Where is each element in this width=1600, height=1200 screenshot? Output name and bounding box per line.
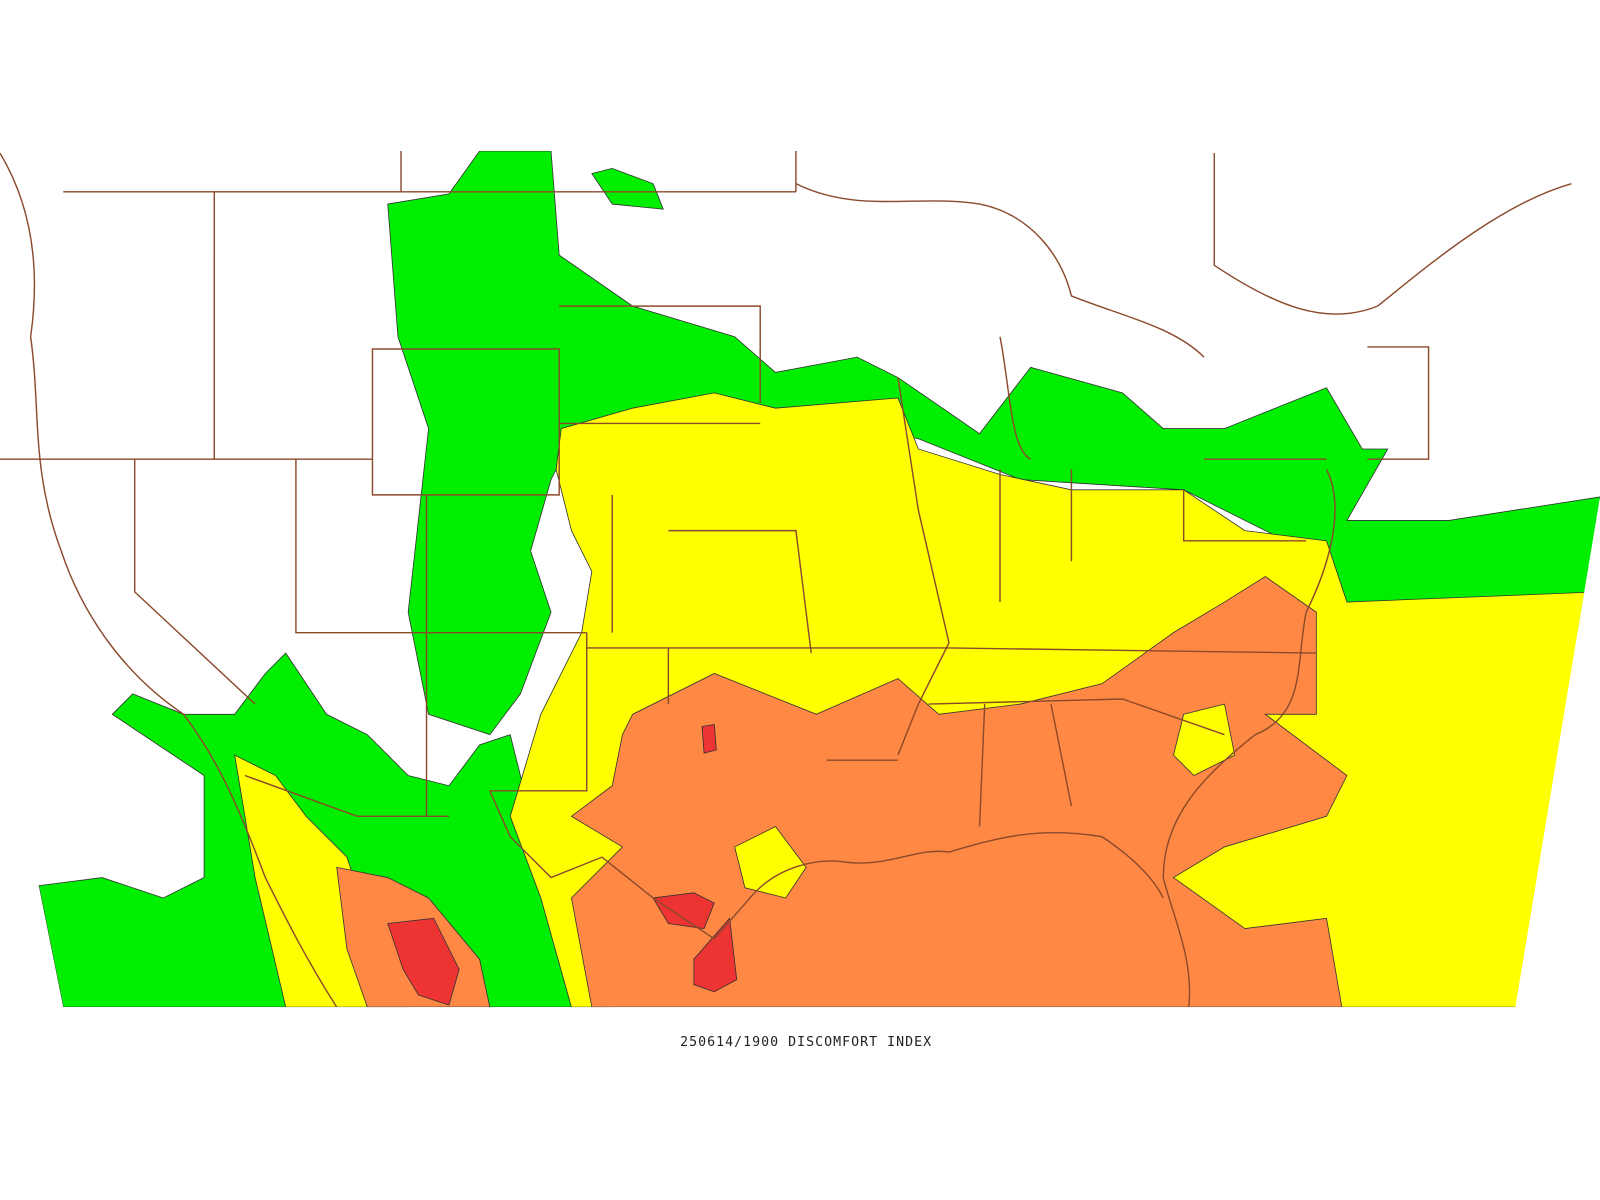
orange-region (570, 576, 1348, 1008)
map-caption: 250614/1900 DISCOMFORT INDEX (680, 1035, 932, 1050)
red-region (652, 892, 715, 930)
map-frame (0, 151, 1600, 1008)
red-region (701, 724, 717, 754)
green-region (387, 151, 1600, 736)
red-region (387, 917, 460, 1006)
borders (0, 151, 1572, 1008)
yellow-region (734, 826, 807, 899)
red-region (693, 917, 738, 993)
green-region (591, 167, 664, 210)
